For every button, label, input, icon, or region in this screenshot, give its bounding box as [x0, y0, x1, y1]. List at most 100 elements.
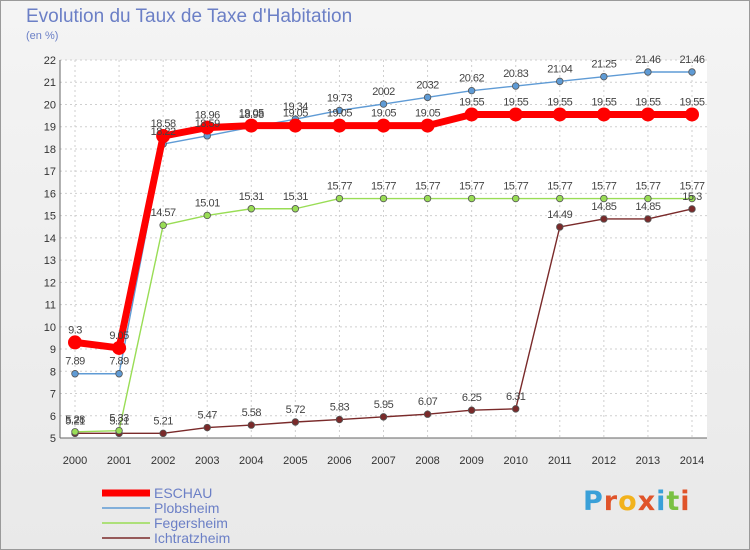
- data-label: 20.83: [503, 68, 528, 80]
- data-label: 15.77: [371, 181, 396, 193]
- data-label: 19.55: [635, 96, 660, 108]
- y-tick-label: 10: [44, 322, 56, 334]
- data-point: [688, 205, 696, 213]
- data-label: 15.3: [682, 191, 702, 203]
- data-label: 15.77: [635, 181, 660, 193]
- data-label: 19.55: [547, 96, 572, 108]
- logo-letter: t: [666, 486, 681, 517]
- data-label: 19.55: [679, 96, 704, 108]
- y-tick-label: 11: [45, 300, 56, 312]
- data-point: [508, 107, 523, 122]
- legend-entry: Fegersheim: [154, 515, 228, 531]
- data-label: 18.96: [195, 110, 220, 122]
- data-label: 15.77: [591, 181, 616, 193]
- data-label: 2032: [416, 79, 439, 91]
- data-point: [556, 194, 564, 203]
- data-point: [335, 194, 344, 203]
- data-point: [600, 215, 608, 223]
- data-label: 18.59: [195, 118, 220, 130]
- chart-subtitle: (en %): [26, 30, 59, 42]
- data-label: 5.83: [330, 402, 350, 414]
- data-point: [112, 340, 127, 355]
- data-label: 5.28: [65, 414, 85, 426]
- data-point: [552, 107, 567, 122]
- data-label: 14.85: [591, 201, 616, 213]
- data-label: 2002: [372, 86, 395, 98]
- data-label: 21.46: [635, 54, 660, 66]
- data-point: [247, 421, 255, 429]
- data-label: 15.77: [327, 181, 352, 193]
- data-point: [379, 413, 388, 421]
- data-label: 19.05: [283, 108, 308, 120]
- x-tick-label: 2005: [283, 455, 307, 467]
- x-tick-label: 2000: [63, 455, 87, 467]
- data-point: [464, 107, 479, 122]
- data-label: 5.47: [198, 410, 218, 422]
- data-label: 15.31: [283, 191, 308, 203]
- data-label: 5.58: [242, 407, 262, 419]
- data-point: [156, 129, 171, 144]
- data-label: 19.05: [327, 108, 352, 120]
- y-tick-label: 8: [50, 366, 56, 378]
- data-point: [644, 215, 652, 223]
- data-point: [600, 72, 608, 81]
- data-label: 5.95: [374, 399, 394, 411]
- data-point: [71, 428, 79, 436]
- data-point: [596, 107, 611, 122]
- y-tick-label: 18: [44, 144, 56, 156]
- data-label: 19.55: [459, 96, 484, 108]
- data-point: [68, 335, 82, 350]
- data-label: 5.33: [109, 413, 129, 425]
- data-point: [335, 415, 344, 424]
- data-label: 19.05: [239, 108, 264, 120]
- y-tick-label: 22: [44, 55, 56, 67]
- data-label: 15.77: [679, 181, 704, 193]
- y-tick-label: 14: [44, 233, 56, 245]
- y-tick-label: 15: [44, 211, 56, 223]
- data-point: [644, 68, 652, 76]
- data-label: 9.3: [68, 324, 82, 336]
- data-point: [332, 118, 347, 133]
- data-label: 5.21: [153, 415, 173, 427]
- data-point: [467, 86, 476, 95]
- x-tick-label: 2010: [503, 455, 527, 467]
- data-point: [247, 205, 255, 213]
- data-label: 21.04: [547, 63, 572, 75]
- data-point: [115, 426, 123, 435]
- data-label: 19.34: [283, 101, 308, 113]
- data-label: 18.58: [151, 118, 176, 130]
- x-tick-label: 2009: [459, 455, 483, 467]
- data-point: [467, 194, 476, 203]
- y-tick-label: 13: [44, 255, 56, 267]
- data-point: [203, 423, 211, 432]
- data-label: 20.62: [459, 73, 484, 85]
- y-tick-label: 12: [44, 277, 56, 289]
- data-label: 6.07: [418, 396, 438, 408]
- data-label: 5.72: [286, 404, 306, 416]
- x-tick-label: 2014: [680, 455, 704, 467]
- y-tick-label: 19: [44, 122, 56, 134]
- data-label: 18.98: [239, 109, 264, 121]
- data-point: [159, 221, 167, 229]
- data-label: 19.05: [415, 108, 440, 120]
- data-point: [200, 120, 215, 135]
- data-label: 21.46: [679, 54, 704, 66]
- logo-letter: i: [656, 486, 667, 517]
- data-label: 14.57: [151, 207, 176, 219]
- x-tick-label: 2002: [151, 455, 175, 467]
- y-tick-label: 20: [44, 99, 56, 111]
- data-point: [685, 107, 699, 122]
- y-tick-label: 17: [44, 166, 56, 178]
- data-point: [291, 418, 300, 426]
- logo-letter: r: [603, 486, 619, 517]
- x-tick-label: 2011: [548, 455, 572, 467]
- data-point: [512, 194, 520, 203]
- data-label: 21.25: [591, 59, 616, 71]
- logo-letter: i: [680, 486, 691, 517]
- data-point: [379, 194, 388, 203]
- data-point: [423, 194, 432, 203]
- logo-letter: o: [618, 486, 638, 517]
- data-label: 15.31: [239, 191, 264, 203]
